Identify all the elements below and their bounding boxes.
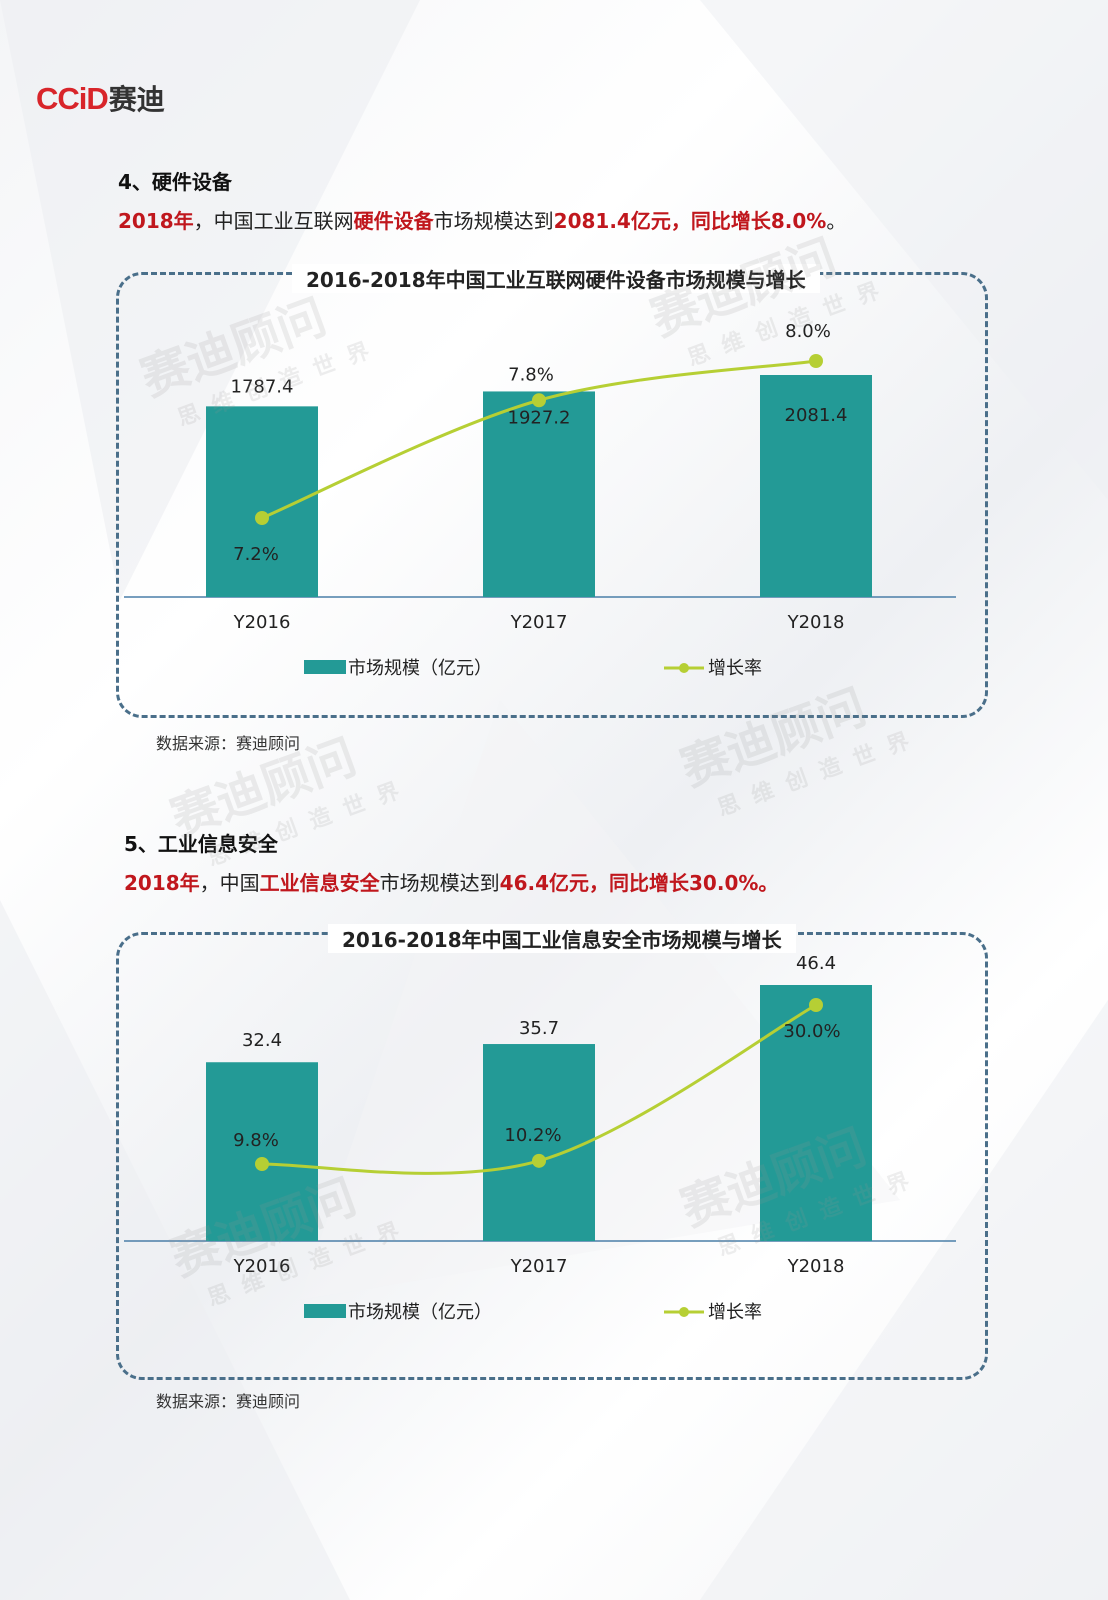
highlight-text: 2018年 [118, 209, 194, 233]
chart-title-security: 2016-2018年中国工业信息安全市场规模与增长 [328, 924, 796, 953]
lead-text: 市场规模达到 [433, 209, 554, 233]
lead-text: 。 [826, 209, 847, 233]
ccid-logo: CCiD 赛迪 [36, 78, 165, 116]
section-4-lead: 2018年，中国工业互联网硬件设备市场规模达到2081.4亿元，同比增长8.0%… [118, 205, 846, 234]
section-5-heading: 5、工业信息安全 [124, 832, 278, 856]
chart-box-security [116, 932, 988, 1380]
lead-text: ，中国 [199, 871, 260, 895]
source-security: 数据来源：赛迪顾问 [156, 1392, 301, 1411]
highlight-text: 硬件设备 [353, 209, 434, 233]
lead-text: ，中国工业互联网 [193, 209, 354, 233]
lead-text: 市场规模达到 [379, 871, 500, 895]
chart-box-hardware [116, 272, 988, 718]
logo-en: CCiD [36, 81, 109, 116]
section-4-heading: 4、硬件设备 [118, 170, 232, 194]
chart-title-hardware: 2016-2018年中国工业互联网硬件设备市场规模与增长 [292, 264, 820, 293]
highlight-text: 46.4亿元，同比增长30.0%。 [499, 871, 779, 895]
highlight-text: 2081.4亿元，同比增长8.0% [553, 209, 827, 233]
highlight-text: 工业信息安全 [259, 871, 380, 895]
highlight-text: 2018年 [124, 871, 200, 895]
source-hardware: 数据来源：赛迪顾问 [156, 734, 301, 753]
section-5-lead: 2018年，中国工业信息安全市场规模达到46.4亿元，同比增长30.0%。 [124, 867, 778, 896]
logo-cn: 赛迪 [108, 83, 165, 116]
